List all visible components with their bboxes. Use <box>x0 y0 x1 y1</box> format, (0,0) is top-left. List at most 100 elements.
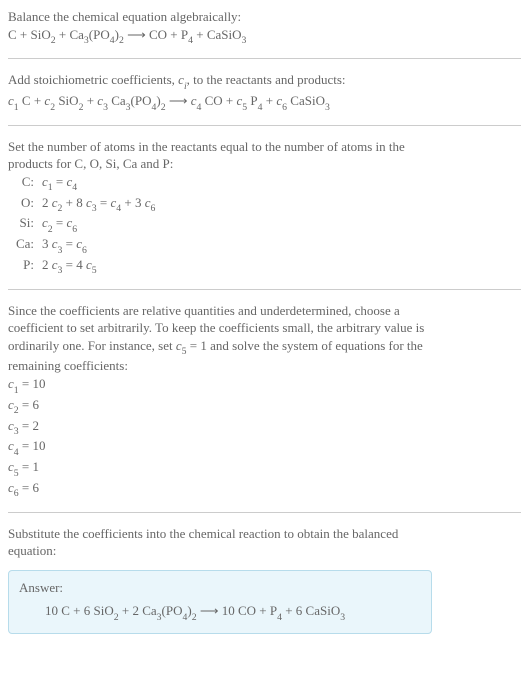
subscript: 4 <box>258 102 263 113</box>
answer-box: Answer: 10 C + 6 SiO2 + 2 Ca3(PO4)2 ⟶ 10… <box>8 570 432 634</box>
coeff-var: c <box>8 397 14 412</box>
instruction-text: equation: <box>8 542 521 560</box>
coeff-var: c <box>8 418 14 433</box>
product-casio3: CaSiO <box>207 27 242 42</box>
coeff-var: c <box>52 257 58 272</box>
eq-part: (PO <box>162 603 183 618</box>
species: Ca <box>111 93 125 108</box>
balance-row-c: C:c1 = c4 <box>8 173 521 194</box>
value: = 6 <box>19 397 39 412</box>
equals: = <box>97 195 111 210</box>
species: CO <box>205 93 223 108</box>
subscript: 5 <box>92 265 97 276</box>
plus: + <box>83 93 97 108</box>
coeff-var: c <box>8 93 14 108</box>
coeff-var: c <box>86 195 92 210</box>
divider <box>8 58 521 59</box>
subscript: 3 <box>14 426 19 437</box>
element-label: Ca: <box>8 235 34 253</box>
instruction-text: Balance the chemical equation algebraica… <box>8 8 521 26</box>
subscript: 2 <box>58 203 63 214</box>
subscript: 1 <box>14 385 19 396</box>
num: 3 <box>42 236 52 251</box>
coeff-c1: c1 = 10 <box>8 375 521 396</box>
value: = 10 <box>19 438 46 453</box>
plus: + <box>56 27 70 42</box>
divider <box>8 289 521 290</box>
coeff-var: c <box>86 257 92 272</box>
value: = 10 <box>19 376 46 391</box>
coeff-c2: c2 = 6 <box>8 396 521 417</box>
subscript: 6 <box>151 203 156 214</box>
subscript: 5 <box>14 468 19 479</box>
value: = 1 <box>19 459 39 474</box>
section-atom-balance: Set the number of atoms in the reactants… <box>8 138 521 277</box>
num: 2 <box>42 257 52 272</box>
text-part: Add stoichiometric coefficients, <box>8 72 178 87</box>
subscript: 4 <box>116 203 121 214</box>
value: = 2 <box>19 418 39 433</box>
value: = 6 <box>19 480 39 495</box>
element-label: P: <box>8 256 34 274</box>
section-balance: Balance the chemical equation algebraica… <box>8 8 521 46</box>
equals: = 4 <box>62 257 86 272</box>
reactant-sio2: SiO <box>31 27 51 42</box>
coeff-var: c <box>8 376 14 391</box>
coeff-var: c <box>176 338 182 353</box>
element-label: O: <box>8 194 34 212</box>
formula-part: (PO <box>89 27 110 42</box>
subscript: 4 <box>72 182 77 193</box>
balance-row-p: P:2 c3 = 4 c5 <box>8 256 521 277</box>
subscript: 6 <box>82 245 87 256</box>
explain-text: ordinarily one. For instance, set c5 = 1… <box>8 337 521 358</box>
subscript-i: i <box>184 81 187 92</box>
coeff-c6: c6 = 6 <box>8 479 521 500</box>
product-co: CO <box>149 27 167 42</box>
species: SiO <box>58 93 78 108</box>
subscript: 3 <box>157 612 162 623</box>
coeff-var: c <box>8 438 14 453</box>
coeff-var: c <box>52 195 58 210</box>
subscript: 2 <box>48 224 53 235</box>
eq-part: 10 CO + P <box>222 603 277 618</box>
eq-part: + 6 CaSiO <box>282 603 340 618</box>
coeff-c3: c3 = 2 <box>8 417 521 438</box>
balance-row-o: O:2 c2 + 8 c3 = c4 + 3 c6 <box>8 194 521 215</box>
subscript: 5 <box>242 102 247 113</box>
reactant-c: C <box>8 27 17 42</box>
subscript: 6 <box>282 102 287 113</box>
subscript: 3 <box>58 265 63 276</box>
subscript: 6 <box>72 224 77 235</box>
subscript: 4 <box>277 612 282 623</box>
subscript: 3 <box>103 102 108 113</box>
plus: + <box>193 27 207 42</box>
subscript: 3 <box>126 102 131 113</box>
eq-part: 10 C + 6 SiO <box>45 603 114 618</box>
coeff-var: c <box>42 215 48 230</box>
element-label: C: <box>8 173 34 191</box>
subscript: 2 <box>114 612 119 623</box>
coeff-var: c <box>8 480 14 495</box>
coeff-var: c <box>8 459 14 474</box>
text-part: ordinarily one. For instance, set <box>8 338 176 353</box>
coeff-var: c <box>52 236 58 251</box>
subscript: 3 <box>84 35 89 46</box>
text-part: and solve the system of equations for th… <box>207 338 423 353</box>
unbalanced-equation: C + SiO2 + Ca3(PO4)2 ⟶ CO + P4 + CaSiO3 <box>8 26 521 47</box>
divider <box>8 125 521 126</box>
plus: + <box>167 27 181 42</box>
element-label: Si: <box>8 214 34 232</box>
answer-label: Answer: <box>19 579 421 597</box>
species: CaSiO <box>290 93 325 108</box>
reaction-arrow: ⟶ <box>166 93 191 108</box>
equals: = <box>53 215 67 230</box>
reactant-ca3po42: Ca <box>69 27 83 42</box>
text-part: , to the reactants and products: <box>187 72 346 87</box>
subscript: 2 <box>192 612 197 623</box>
coeff-var: c <box>42 174 48 189</box>
subscript: 3 <box>242 35 247 46</box>
subscript: 2 <box>50 102 55 113</box>
subscript: 4 <box>110 35 115 46</box>
eq-part: + 2 Ca <box>119 603 157 618</box>
species: P <box>250 93 257 108</box>
